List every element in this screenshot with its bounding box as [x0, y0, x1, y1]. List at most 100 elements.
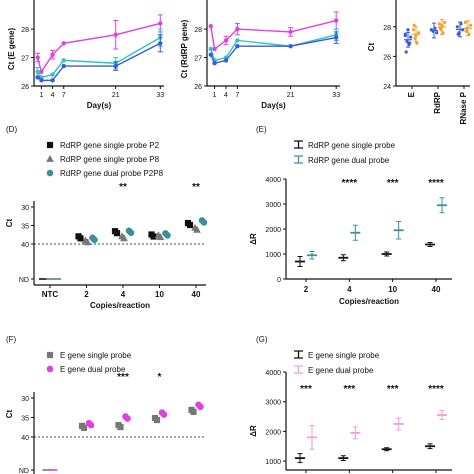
a-xtick-label-3: 21 — [112, 92, 120, 99]
g-ytick-label-3: 4000 — [265, 370, 281, 377]
e-legend-marker-1 — [294, 155, 303, 164]
a-series-2-point-3 — [61, 63, 66, 69]
c-group-0-point-6 — [408, 41, 412, 45]
d-s0-m4-b — [186, 221, 194, 229]
d-s1-m3-b — [156, 233, 165, 241]
f-legend-marker-1 — [46, 365, 54, 373]
b-xtick-label-1: 4 — [224, 92, 228, 99]
d-legend-marker-0 — [46, 141, 54, 149]
e-ytick-label-2: 2000 — [265, 227, 281, 234]
d-s2-m1-b — [91, 236, 98, 244]
c-ytick-label-0: 24 — [383, 84, 391, 91]
c-xtick-label-0: E — [407, 91, 416, 97]
b-series-2-point-5 — [334, 35, 339, 40]
f-s0-m2-b — [117, 423, 124, 431]
b-series-2-point-2 — [223, 58, 229, 63]
e-sig-0: **** — [342, 178, 358, 189]
f-sig-1: * — [158, 372, 162, 383]
d-xtick-label-2: 4 — [121, 290, 126, 299]
c-group-0-point-5 — [406, 28, 410, 32]
f-s1-m3-b — [160, 411, 168, 418]
a-series-2-point-4 — [113, 63, 118, 69]
b-series-1-point-3 — [235, 38, 240, 43]
g-legend-label-0: E gene single probe — [308, 351, 380, 360]
d-ytick-label-1: 40 — [21, 242, 29, 249]
d-xtick-label-3: 10 — [155, 290, 164, 299]
a-xtick-label-0: 1 — [39, 92, 43, 99]
g-ytick-label-2: 3000 — [265, 400, 281, 407]
b-ytick-label-2: 28 — [194, 27, 202, 34]
e-legend-marker-0 — [294, 140, 303, 149]
a-series-2-point-2 — [50, 78, 55, 83]
c-group-0-point-3 — [409, 35, 413, 39]
a-series-0-point-3 — [61, 41, 66, 46]
f-ytick-label-3: 30 — [21, 396, 29, 403]
b-ytick-label-1: 27 — [194, 56, 202, 63]
c-group-1-point-3 — [417, 31, 421, 35]
c-group-5-point-3 — [469, 23, 473, 27]
g-sig-0: *** — [300, 384, 312, 395]
a-series-0-line — [37, 22, 161, 74]
d-x-axis-label: Copies/reaction — [90, 301, 150, 310]
c-group-1-point-2 — [415, 41, 419, 45]
e-ytick-label-4: 4000 — [265, 177, 281, 184]
e-y-axis-label: ΔR — [249, 233, 258, 245]
panel-label-f: (F) — [6, 335, 17, 344]
b-series-2-point-3 — [235, 43, 240, 49]
g-ytick-label-1: 2000 — [265, 429, 281, 436]
d-xtick-label-0: NTC — [42, 290, 59, 299]
f-s1-m2-b — [124, 415, 131, 422]
g-legend-label-1: E gene dual probe — [308, 366, 374, 375]
c-ytick-label-2: 28 — [383, 25, 391, 32]
d-legend-marker-2 — [46, 169, 54, 177]
a-series-1-point-3 — [61, 58, 66, 63]
d-s1-m2-b — [120, 234, 128, 242]
c-group-5-point-0 — [463, 20, 467, 24]
d-s1-m1-b — [83, 238, 92, 246]
e-ytick-label-3: 3000 — [265, 202, 281, 209]
b-series-2-line — [210, 36, 337, 65]
g-sig-3: **** — [428, 384, 444, 395]
d-xtick-label-4: 40 — [192, 290, 201, 299]
d-ytick-label-3: 30 — [21, 205, 29, 212]
b-series-0-point-5 — [334, 18, 339, 23]
f-s1-m4-b — [197, 403, 204, 411]
a-series-2-point-1 — [39, 78, 44, 83]
b-xtick-label-2: 7 — [235, 92, 239, 99]
a-series-1-line — [37, 37, 161, 79]
f-ytick-label-0: ND — [19, 468, 29, 474]
c-xtick-label-1: RdRP — [433, 91, 442, 113]
d-y-axis-label: Ct — [5, 218, 14, 227]
d-s2-m4-b — [200, 219, 208, 226]
c-group-0-point-7 — [403, 34, 407, 38]
f-y-axis-label: Ct — [5, 409, 14, 418]
b-series-2-point-4 — [288, 43, 293, 49]
b-xtick-label-0: 1 — [213, 92, 217, 99]
b-series-2-point-1 — [212, 61, 217, 66]
f-s1-m1-b — [87, 421, 95, 429]
d-sig-0: ** — [119, 182, 127, 193]
f-legend-marker-0 — [46, 351, 54, 359]
a-xtick-label-4: 33 — [156, 92, 164, 99]
b-series-0-point-0 — [208, 24, 213, 29]
g-y-axis-label: ΔR — [249, 425, 258, 437]
g-sig-1: *** — [343, 384, 355, 395]
b-series-0-point-1 — [212, 46, 217, 52]
f-ytick-label-1: 40 — [21, 435, 29, 442]
e-sig-2: **** — [428, 178, 444, 189]
d-xtick-label-1: 2 — [84, 290, 89, 299]
d-s2-m2-b — [127, 229, 135, 237]
b-series-0-point-3 — [235, 26, 240, 32]
f-s0-m3-b — [153, 416, 161, 424]
d-sig-1: ** — [192, 182, 200, 193]
a-series-1-point-2 — [50, 72, 55, 77]
c-group-2-point-3 — [435, 31, 439, 35]
panel-label-d: (D) — [6, 125, 17, 134]
c-group-5-point-4 — [464, 29, 468, 33]
d-s2-m3-b — [164, 232, 171, 239]
a-series-0-point-2 — [50, 52, 55, 57]
a-series-2-point-5 — [158, 41, 163, 46]
a-series-0-point-4 — [113, 32, 118, 37]
e-xtick-label-2: 10 — [388, 285, 397, 294]
